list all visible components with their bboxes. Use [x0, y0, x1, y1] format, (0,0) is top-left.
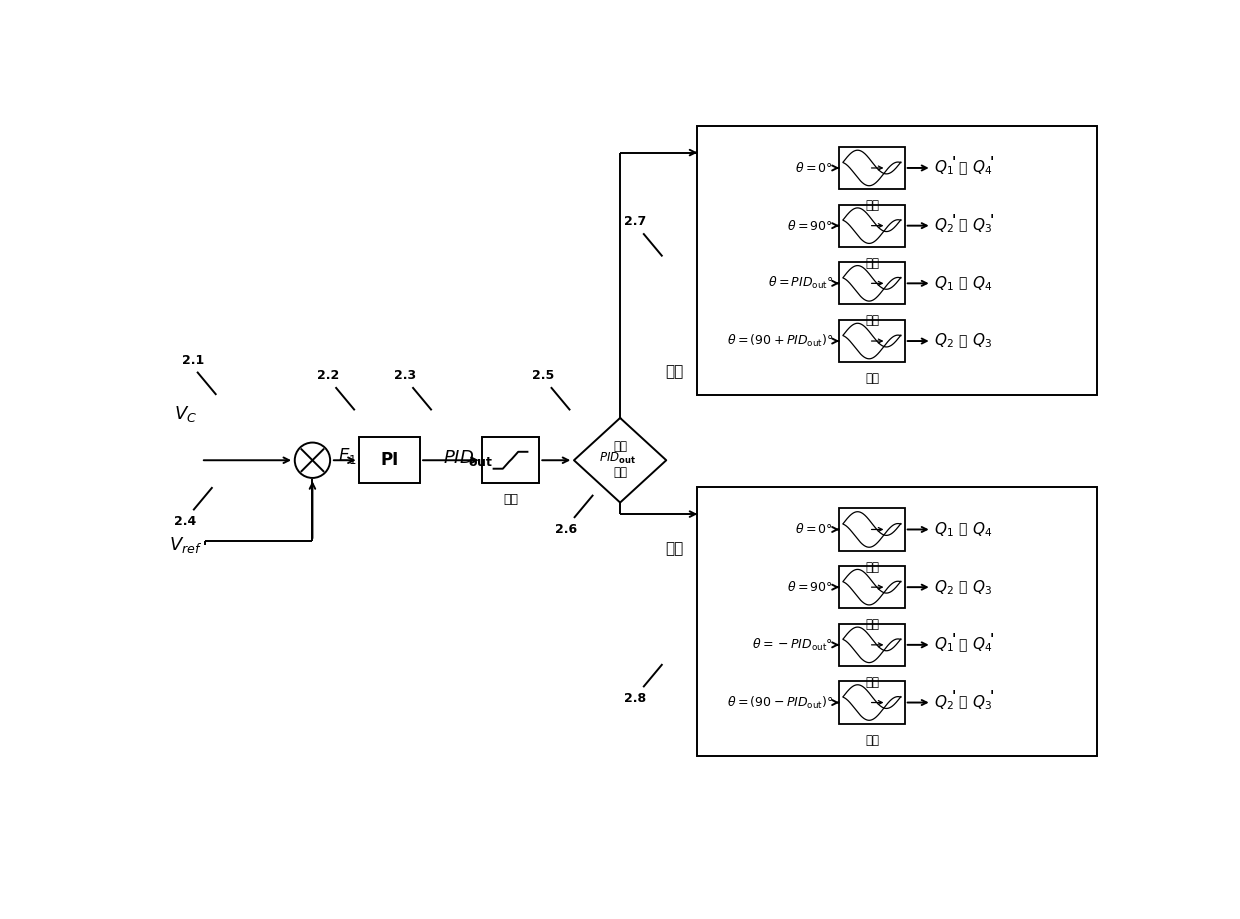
Text: $\boldsymbol{Q_2}$: $\boldsymbol{Q_2}$: [934, 332, 954, 350]
Text: ': ': [951, 212, 956, 226]
Text: $\boldsymbol{Q_3}$: $\boldsymbol{Q_3}$: [972, 693, 992, 712]
Text: 、: 、: [959, 219, 967, 233]
Bar: [839, 681, 905, 723]
Text: 2.2: 2.2: [316, 369, 339, 382]
Text: 移相: 移相: [866, 256, 879, 270]
Text: $\boldsymbol{\mathit{PID}}$: $\boldsymbol{\mathit{PID}}$: [443, 449, 474, 467]
Text: ': ': [951, 154, 956, 169]
Text: $V_{ref}$: $V_{ref}$: [169, 535, 202, 555]
Bar: [839, 320, 905, 362]
Text: $\boldsymbol{Q_4}$: $\boldsymbol{Q_4}$: [972, 520, 992, 539]
Text: 限幅: 限幅: [503, 493, 518, 505]
Text: $\theta$$=-\mathit{PID}_{\rm out}°$: $\theta$$=-\mathit{PID}_{\rm out}°$: [753, 637, 833, 652]
Text: 、: 、: [959, 696, 967, 709]
Text: $\boldsymbol{Q_1}$: $\boldsymbol{Q_1}$: [934, 159, 954, 177]
Text: 移相: 移相: [866, 372, 879, 385]
Text: ': ': [990, 154, 994, 169]
Text: 、: 、: [959, 334, 967, 348]
Text: $\theta$$=0°$: $\theta$$=0°$: [795, 523, 833, 537]
Text: ': ': [990, 689, 994, 703]
Text: $\boldsymbol{Q_3}$: $\boldsymbol{Q_3}$: [972, 332, 992, 350]
Text: 移相: 移相: [866, 676, 879, 689]
Text: $\boldsymbol{\mathit{PID}}_{\mathbf{out}}$: $\boldsymbol{\mathit{PID}}_{\mathbf{out}…: [599, 451, 636, 466]
Text: $V_C$: $V_C$: [174, 404, 197, 424]
Text: ': ': [990, 212, 994, 226]
Text: $\boldsymbol{Q_2}$: $\boldsymbol{Q_2}$: [934, 216, 954, 235]
Text: 移相: 移相: [866, 733, 879, 746]
Text: $\boldsymbol{Q_4}$: $\boldsymbol{Q_4}$: [972, 159, 992, 177]
Bar: [839, 205, 905, 247]
Text: 2.5: 2.5: [532, 369, 554, 382]
Text: 、: 、: [959, 523, 967, 537]
Text: $\theta$$=\mathit{PID}_{\rm out}°$: $\theta$$=\mathit{PID}_{\rm out}°$: [768, 276, 833, 291]
Text: 2.4: 2.4: [175, 516, 197, 528]
Text: $\theta$$=(90+\mathit{PID}_{\rm out})°$: $\theta$$=(90+\mathit{PID}_{\rm out})°$: [727, 333, 833, 349]
Text: $\boldsymbol{Q_2}$: $\boldsymbol{Q_2}$: [934, 693, 954, 712]
Text: $\boldsymbol{Q_4}$: $\boldsymbol{Q_4}$: [972, 636, 992, 654]
Text: ': ': [990, 631, 994, 646]
Bar: [839, 624, 905, 666]
Text: 为负: 为负: [665, 541, 683, 556]
Bar: [839, 508, 905, 550]
Text: ': ': [951, 689, 956, 703]
Text: $\mathbf{out}$: $\mathbf{out}$: [467, 456, 492, 469]
Text: $\theta$$=90°$: $\theta$$=90°$: [787, 580, 833, 595]
Bar: [839, 262, 905, 304]
Text: 、: 、: [959, 277, 967, 290]
Text: 判断: 判断: [613, 440, 627, 453]
Text: 2.3: 2.3: [393, 369, 415, 382]
Text: $\boldsymbol{Q_1}$: $\boldsymbol{Q_1}$: [934, 274, 954, 292]
Text: $\boldsymbol{Q_1}$: $\boldsymbol{Q_1}$: [934, 636, 954, 654]
Text: $\boldsymbol{Q_3}$: $\boldsymbol{Q_3}$: [972, 578, 992, 596]
Bar: [839, 566, 905, 608]
Text: 移相: 移相: [866, 199, 879, 212]
Text: $\boldsymbol{Q_4}$: $\boldsymbol{Q_4}$: [972, 274, 992, 292]
Text: 2.8: 2.8: [625, 692, 646, 705]
Text: $\theta$$=(90-\mathit{PID}_{\rm out})°$: $\theta$$=(90-\mathit{PID}_{\rm out})°$: [727, 695, 833, 710]
Text: 、: 、: [959, 580, 967, 595]
Text: 移相: 移相: [866, 618, 879, 631]
Text: 2.1: 2.1: [182, 354, 205, 367]
Text: 移相: 移相: [866, 561, 879, 573]
Text: PI: PI: [381, 451, 398, 470]
Text: $\boldsymbol{Q_3}$: $\boldsymbol{Q_3}$: [972, 216, 992, 235]
Text: $\boldsymbol{Q_2}$: $\boldsymbol{Q_2}$: [934, 578, 954, 596]
Bar: [697, 126, 1097, 395]
Bar: [481, 437, 539, 483]
Bar: [697, 487, 1097, 756]
Text: 正负: 正负: [613, 466, 627, 479]
Bar: [358, 437, 420, 483]
Text: 为正: 为正: [665, 364, 683, 380]
Bar: [839, 147, 905, 189]
Text: $\boldsymbol{Q_1}$: $\boldsymbol{Q_1}$: [934, 520, 954, 539]
Text: 、: 、: [959, 638, 967, 652]
Text: 2.7: 2.7: [625, 215, 646, 228]
Text: 移相: 移相: [866, 314, 879, 327]
Text: 2.6: 2.6: [556, 523, 578, 536]
Text: $\theta$$=90°$: $\theta$$=90°$: [787, 219, 833, 233]
Text: 、: 、: [959, 161, 967, 175]
Text: $E_1$: $E_1$: [337, 447, 357, 467]
Text: ': ': [951, 631, 956, 646]
Text: $\theta$$=0°$: $\theta$$=0°$: [795, 161, 833, 175]
